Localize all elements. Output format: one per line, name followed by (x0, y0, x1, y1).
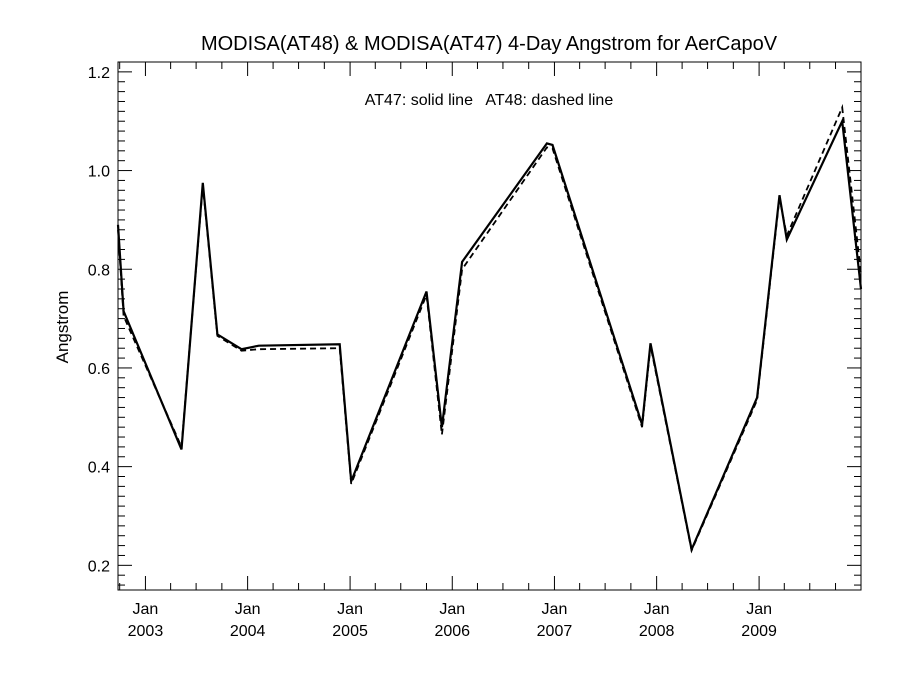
x-tick-year: 2004 (230, 623, 266, 640)
plot-frame (117, 61, 862, 591)
y-tick-label: 0.6 (88, 361, 110, 378)
x-tick-year: 2005 (332, 623, 368, 640)
series-lines (116, 103, 863, 554)
y-tick-label: 0.4 (88, 460, 110, 477)
x-tick-year: 2009 (741, 623, 777, 640)
series-line-at47-solid (116, 117, 863, 554)
x-tick-year: 2007 (537, 623, 573, 640)
y-tick-label: 0.8 (88, 262, 110, 279)
x-tick-year: 2008 (639, 623, 675, 640)
x-tick-month: Jan (746, 601, 772, 618)
axis-ticks: 0.2 0.4 0.6 0.8 1.0 1.2 Jan 2003 Jan 2004 Jan 2005 J… (88, 62, 861, 640)
legend-annotation: AT47: solid line AT48: dashed line (365, 92, 614, 109)
series-line-at48-dashed (117, 103, 862, 554)
y-tick-label: 1.2 (88, 65, 110, 82)
x-tick-month: Jan (133, 601, 159, 618)
y-axis-label: Angstrom (53, 291, 72, 364)
x-tick-year: 2003 (128, 623, 164, 640)
x-tick-year: 2006 (434, 623, 470, 640)
x-tick-month: Jan (542, 601, 568, 618)
x-tick-month: Jan (235, 601, 261, 618)
x-tick-month: Jan (644, 601, 670, 618)
x-tick-month: Jan (439, 601, 465, 618)
y-tick-label: 0.2 (88, 558, 110, 575)
x-tick-month: Jan (337, 601, 363, 618)
y-tick-label: 1.0 (88, 164, 110, 181)
chart-title: MODISA(AT48) & MODISA(AT47) 4-Day Angstr… (201, 33, 778, 55)
